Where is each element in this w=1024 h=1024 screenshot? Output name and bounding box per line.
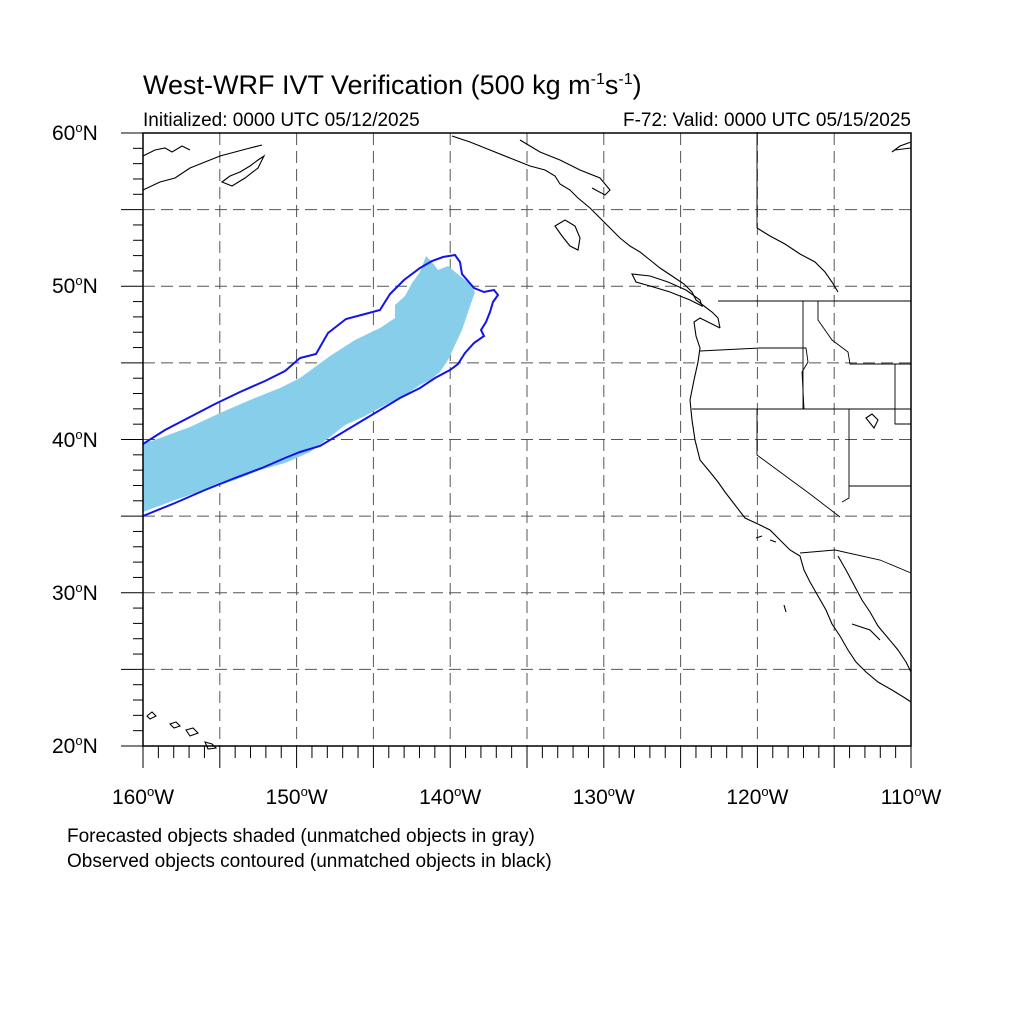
map-title: West-WRF IVT Verification (500 kg m-1s-1… [143, 70, 642, 100]
lon-label: 130oW [572, 784, 635, 809]
axis-ticks [121, 132, 912, 768]
lon-label: 120oW [726, 784, 789, 809]
lat-label: 50oN [52, 273, 98, 299]
observed-ivt-contour [142, 253, 500, 517]
lon-label: 140oW [419, 784, 482, 809]
initialized-label: Initialized: 0000 UTC 05/12/2025 [143, 110, 420, 131]
forecast-ivt-object [143, 256, 475, 512]
caption-observed: Observed objects contoured (unmatched ob… [67, 851, 552, 872]
lon-label: 110oW [880, 784, 942, 809]
coastlines [142, 135, 912, 750]
lat-label: 40oN [52, 426, 98, 452]
valid-time-label: F-72: Valid: 0000 UTC 05/15/2025 [623, 110, 911, 131]
lat-label: 30oN [52, 579, 98, 605]
map-frame [142, 132, 912, 747]
political-boundaries [692, 132, 912, 574]
lon-label: 160oW [111, 784, 175, 809]
caption-forecast: Forecasted objects shaded (unmatched obj… [67, 826, 535, 847]
lat-label: 60oN [52, 120, 98, 145]
lon-label: 150oW [265, 784, 328, 809]
lat-label: 20oN [52, 733, 98, 758]
lat-lon-grid [143, 133, 911, 746]
